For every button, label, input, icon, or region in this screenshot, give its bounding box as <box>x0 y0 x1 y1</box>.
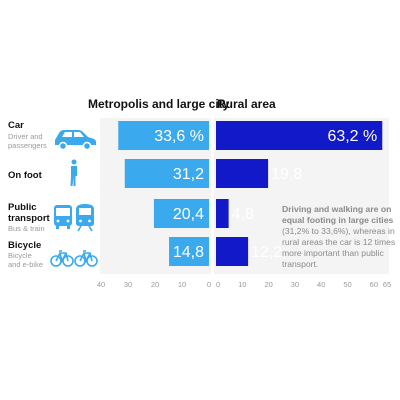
category-label-public-transport-2: transport <box>8 213 51 224</box>
value-label-left-1: 31,2 <box>173 166 204 183</box>
annotation-line-4: rural areas the car is 12 times <box>282 237 395 247</box>
category-label-bicycle: Bicycle <box>8 240 41 251</box>
value-label-right-0: 63,2 % <box>327 128 377 145</box>
annotation-line-3: (31,2% to 33,6%), whereas in <box>282 226 395 236</box>
bus-train-icon <box>54 204 94 232</box>
right-axis-tick-0: 0 <box>216 280 220 289</box>
annotation-line-5: more important than public <box>282 248 384 258</box>
bicycle-icon <box>50 250 98 267</box>
bar-right-0 <box>216 121 383 150</box>
right-axis-tick-1: 10 <box>238 280 246 289</box>
category-sublabel-bicycle-1: Bicycle <box>8 251 32 260</box>
axis-ticks: 40 30 20 10 0 0 10 20 30 40 50 60 65 <box>97 280 391 289</box>
left-axis-tick-3: 10 <box>178 280 186 289</box>
value-label-right-1: 19,8 <box>271 166 302 183</box>
left-axis-tick-1: 30 <box>124 280 132 289</box>
value-label-left-2: 20,4 <box>173 206 204 223</box>
right-axis-tick-5: 50 <box>343 280 351 289</box>
bar-left-3 <box>169 237 209 266</box>
left-axis-tick-4: 0 <box>207 280 211 289</box>
right-axis-tick-7: 65 <box>383 280 391 289</box>
right-axis-tick-3: 30 <box>291 280 299 289</box>
annotation-line-2: equal footing in large cities <box>282 215 393 225</box>
bar-left-2 <box>153 199 209 228</box>
pedestrian-icon <box>70 159 77 186</box>
bar-left-1 <box>124 159 209 188</box>
right-axis-tick-2: 20 <box>264 280 272 289</box>
category-label-car: Car <box>8 120 24 131</box>
bar-right-3 <box>216 237 249 266</box>
car-icon <box>55 130 96 151</box>
value-label-left-0: 33,6 % <box>154 128 204 145</box>
value-label-right-3: 12,2 <box>251 244 282 261</box>
annotation-line-1: Driving and walking are on <box>282 204 391 214</box>
right-axis-tick-4: 40 <box>317 280 325 289</box>
left-axis-tick-0: 40 <box>97 280 105 289</box>
series-title-left: Metropolis and large city <box>88 97 230 111</box>
annotation: Driving and walking are on equal footing… <box>282 204 395 269</box>
left-axis-tick-2: 20 <box>151 280 159 289</box>
category-sublabel-car-2: passengers <box>8 141 47 150</box>
bar-right-2 <box>216 199 229 228</box>
right-axis-tick-6: 60 <box>370 280 378 289</box>
bar-right-1 <box>216 159 269 188</box>
category-label-on-foot: On foot <box>8 170 43 181</box>
category-sublabel-bicycle-2: and e-bike <box>8 260 43 269</box>
value-labels: 33,6 % 63,2 % 31,2 19,8 20,4 4,8 14,8 12,2 <box>154 128 377 261</box>
annotation-line-6: transport. <box>282 259 318 269</box>
value-label-right-2: 4,8 <box>232 206 254 223</box>
series-title-right: Rural area <box>217 97 276 111</box>
category-sublabel-public-transport: Bus & train <box>8 224 45 233</box>
category-sublabel-car-1: Driver and <box>8 132 43 141</box>
category-label-public-transport-1: Public <box>8 202 37 213</box>
bar-left-0 <box>118 121 209 150</box>
value-label-left-3: 14,8 <box>173 244 204 261</box>
bars <box>118 121 383 266</box>
